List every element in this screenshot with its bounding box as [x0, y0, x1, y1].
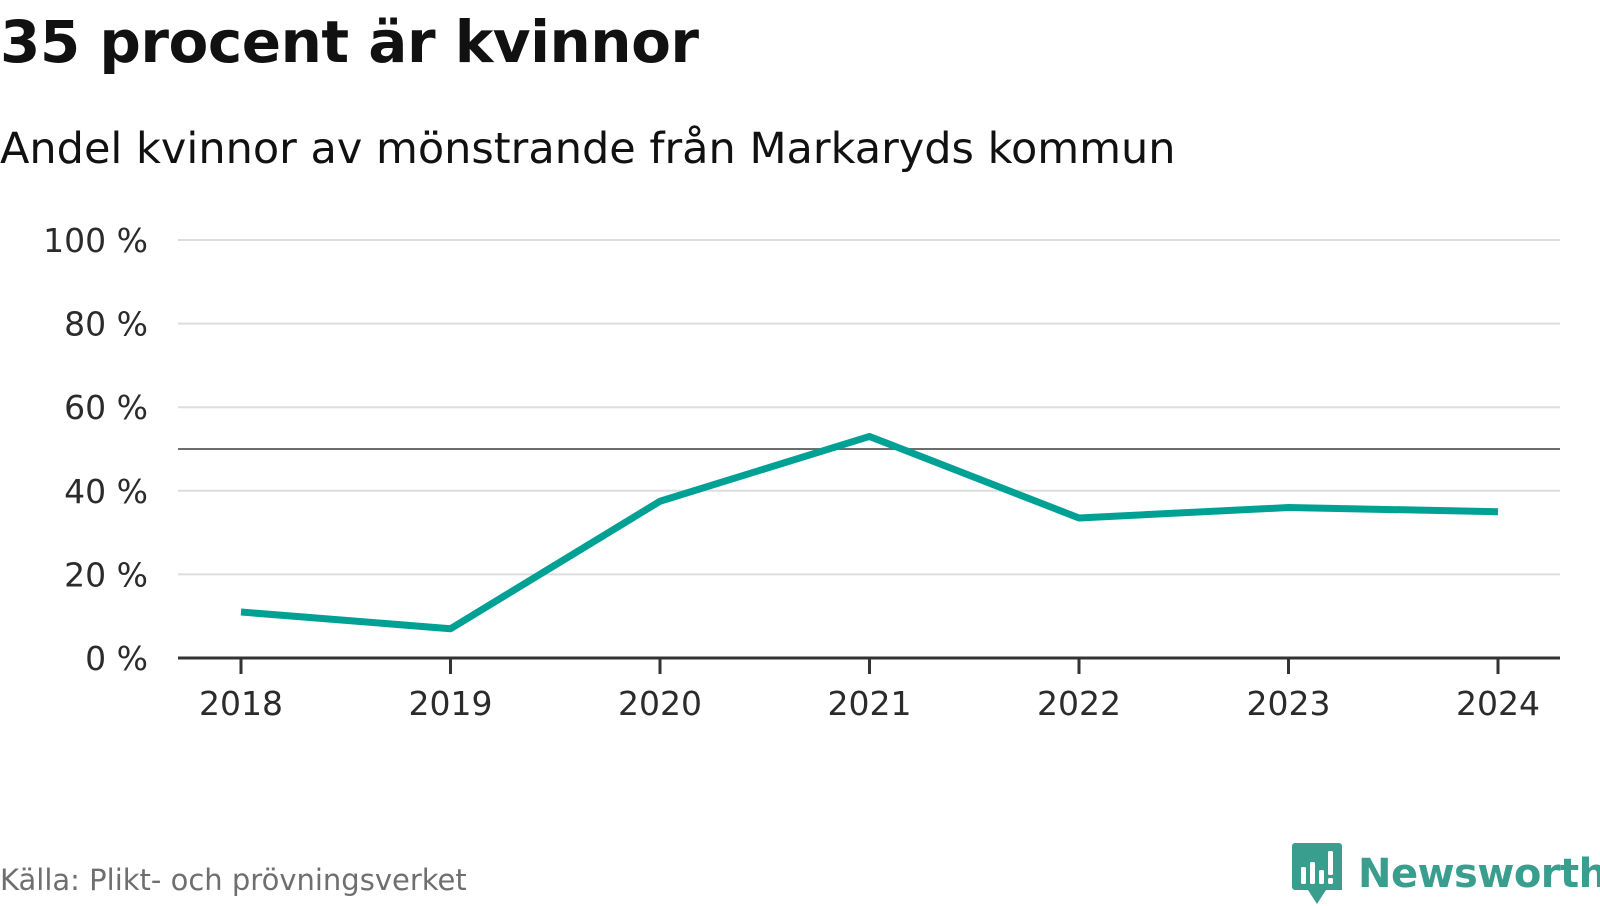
x-tick-label: 2022: [1037, 684, 1121, 723]
brand-name: Newsworthy: [1358, 851, 1600, 897]
x-tick-label: 2021: [828, 684, 912, 723]
source-note: Källa: Plikt- och prövningsverket: [0, 860, 467, 900]
gridlines: [178, 240, 1560, 574]
x-axis: 2018 2019 2020 2021 2022 2023 2024: [178, 658, 1560, 723]
x-tick-label: 2018: [199, 684, 283, 723]
series-group: [241, 436, 1498, 628]
x-tick-label: 2023: [1247, 684, 1331, 723]
y-tick-label: 0 %: [85, 639, 148, 678]
y-tick-label: 100 %: [43, 221, 148, 260]
series-line-0: [241, 436, 1498, 628]
y-tick-label: 80 %: [64, 305, 148, 344]
x-tick-label: 2024: [1456, 684, 1540, 723]
y-axis: 0 % 20 % 40 % 60 % 80 % 100 %: [43, 221, 148, 678]
y-tick-label: 20 %: [64, 555, 148, 594]
y-tick-label: 60 %: [64, 388, 148, 427]
brand: Newsworthy: [1292, 842, 1600, 906]
newsworthy-logo-icon: [1292, 843, 1342, 905]
x-tick-label: 2019: [409, 684, 493, 723]
y-tick-label: 40 %: [64, 472, 148, 511]
x-tick-label: 2020: [618, 684, 702, 723]
